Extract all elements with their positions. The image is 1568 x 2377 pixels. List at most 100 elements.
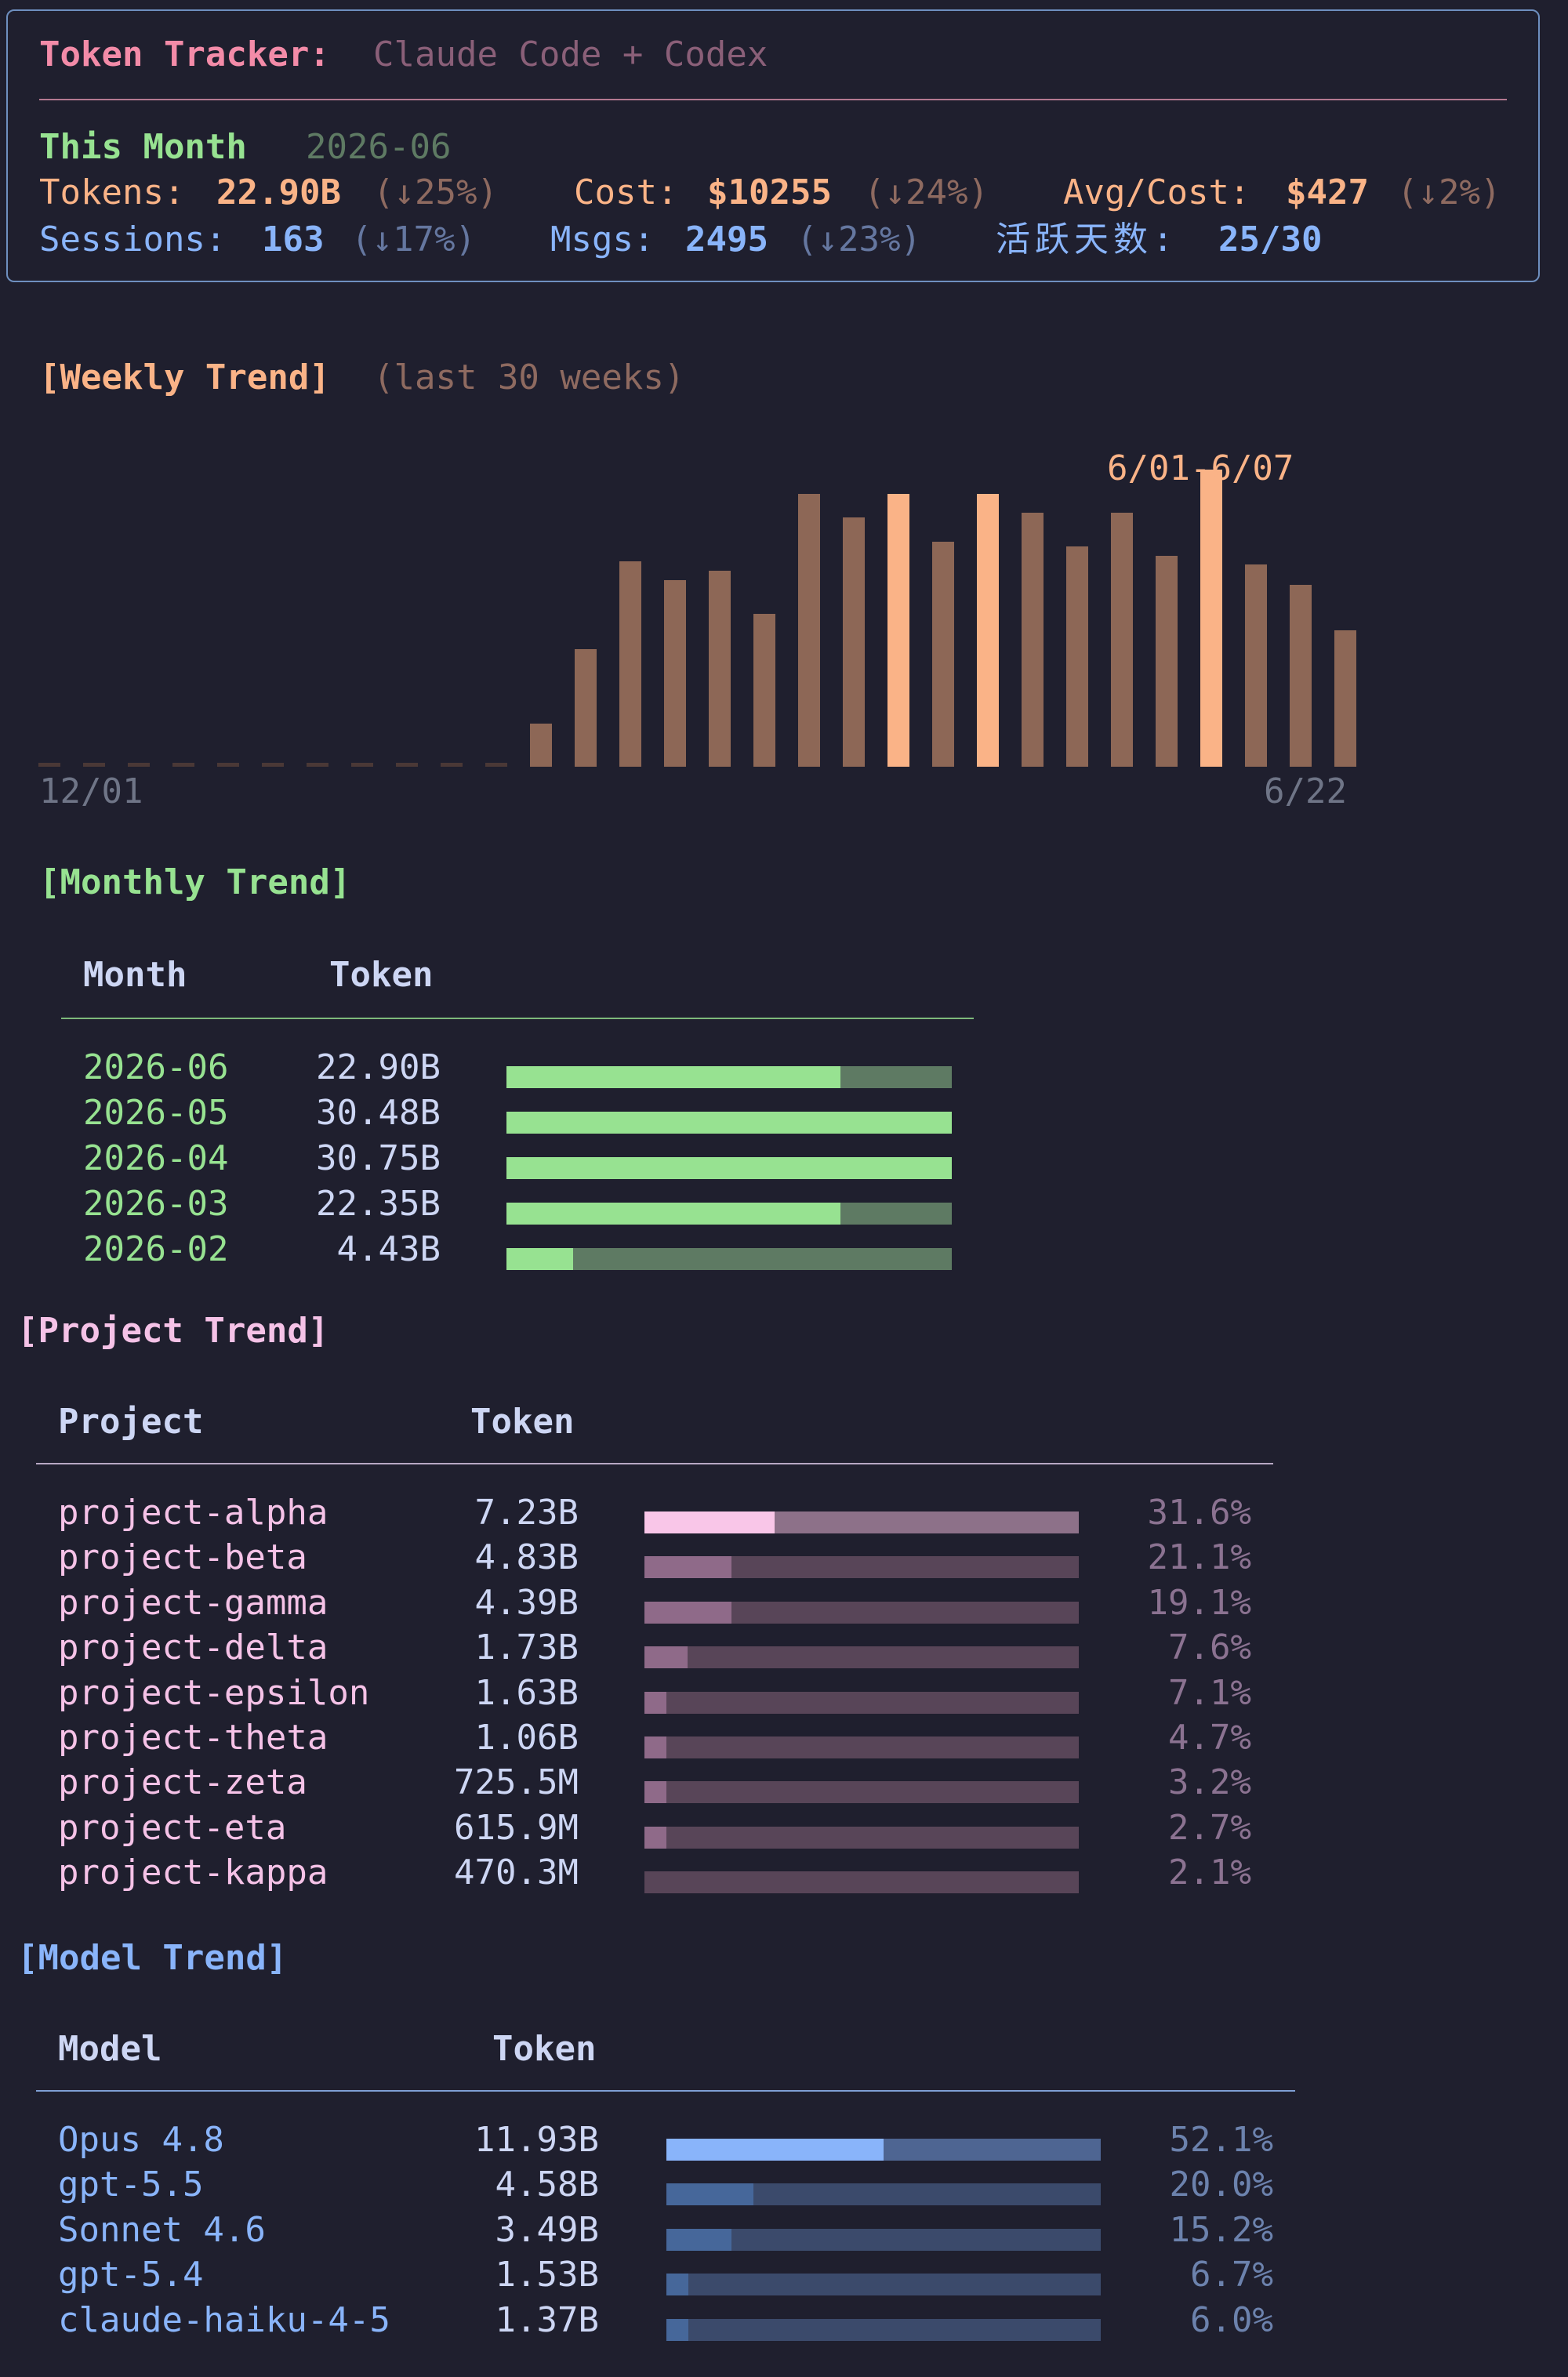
sessions-label: Sessions: [39,220,227,259]
weekly-x-end: 6/22 [1264,771,1347,811]
model-row-percent: 6.0% [1190,2299,1273,2340]
period-value: 2026-06 [306,127,452,167]
weekly-bar [307,763,328,767]
project-row-bar [644,1826,1079,1849]
weekly-subtitle: (last 30 weeks) [373,357,685,397]
project-row-bar [644,1781,1079,1804]
project-row-name: project-delta [58,1628,328,1668]
weekly-bar [262,763,284,767]
weekly-bar [932,542,954,767]
monthly-row-bar-fill [506,1203,840,1225]
avg-cost-label: Avg/Cost: [1063,172,1250,212]
cost-change: (↓24%) [864,172,989,212]
model-row-percent: 15.2% [1169,2209,1273,2250]
project-row-percent: 31.6% [1147,1493,1251,1533]
weekly-bar [530,724,552,767]
project-row-token: 4.83B [474,1537,579,1578]
monthly-row-token: 22.90B [316,1047,441,1087]
weekly-bar [709,571,731,767]
model-row-name: gpt-5.5 [58,2165,204,2205]
model-row-bar [666,2139,1101,2161]
tokens-label: Tokens: [39,172,185,212]
sessions-value: 163 [262,220,325,259]
avg-cost-value: $427 [1286,172,1369,212]
model-row-bar-fill [666,2274,688,2296]
project-col-project: Project [58,1402,204,1442]
model-row-percent: 20.0% [1169,2165,1273,2205]
weekly-bar [485,763,507,767]
monthly-title: [Monthly Trend] [39,862,351,902]
project-row-bar-fill [644,1781,666,1804]
cost-value: $10255 [707,172,832,212]
weekly-bar [172,763,194,767]
monthly-row-token: 22.35B [316,1184,441,1224]
monthly-row-name: 2026-02 [83,1229,229,1269]
model-row-token: 4.58B [495,2165,599,2205]
project-row-bar-fill [644,1826,666,1849]
project-row-percent: 19.1% [1147,1582,1251,1623]
model-row-token: 3.49B [495,2209,599,2250]
model-col-model: Model [58,2029,162,2069]
weekly-bar-highlight [1200,470,1222,767]
project-row-percent: 3.2% [1168,1762,1251,1803]
monthly-row-bar-fill [506,1066,840,1088]
msgs-change: (↓23%) [797,220,921,259]
monthly-row-name: 2026-03 [83,1184,229,1224]
model-row-bar-fill [666,2139,884,2161]
monthly-row-bar-fill [506,1112,952,1134]
project-divider [36,1463,1273,1464]
monthly-row-bar [506,1203,952,1225]
model-row-name: claude-haiku-4-5 [58,2299,390,2340]
project-row-token: 725.5M [454,1762,579,1803]
avg-cost-change: (↓2%) [1397,172,1501,212]
monthly-col-token: Token [329,955,434,995]
weekly-bar [1111,513,1133,767]
project-row-token: 4.39B [474,1582,579,1623]
project-row-name: project-zeta [58,1762,307,1803]
weekly-bar [441,763,463,767]
project-row-percent: 4.7% [1168,1718,1251,1758]
model-row-token: 1.53B [495,2255,599,2295]
project-row-name: project-alpha [58,1493,328,1533]
project-row-bar-fill [644,1601,731,1624]
weekly-bar [798,494,820,767]
project-row-name: project-kappa [58,1853,328,1893]
weekly-bar [1290,585,1312,767]
weekly-x-start: 12/01 [39,771,143,811]
weekly-bar [843,517,865,767]
project-row-bar [644,1511,1079,1533]
cost-label: Cost: [574,172,678,212]
weekly-bar [351,763,373,767]
weekly-bar [38,763,60,767]
weekly-bar [1156,556,1178,767]
msgs-value: 2495 [685,220,768,259]
model-row-bar [666,2228,1101,2251]
monthly-row-name: 2026-05 [83,1093,229,1133]
weekly-bar [664,580,686,767]
project-row-name: project-epsilon [58,1672,370,1713]
monthly-row-bar-fill [506,1248,573,1270]
monthly-row-bar [506,1157,952,1179]
model-row-bar [666,2318,1101,2341]
project-row-percent: 7.1% [1168,1672,1251,1713]
weekly-bar [1022,513,1044,767]
project-row-token: 1.73B [474,1628,579,1668]
weekly-bar [619,561,641,767]
project-row-percent: 2.7% [1168,1807,1251,1848]
app-title: Token Tracker: [39,34,330,74]
app-subtitle: Claude Code + Codex [373,34,768,74]
msgs-label: Msgs: [550,220,655,259]
project-row-token: 470.3M [454,1853,579,1893]
header-divider [39,99,1507,100]
model-row-bar-fill [666,2228,731,2251]
project-col-token: Token [470,1402,575,1442]
project-row-name: project-theta [58,1718,328,1758]
model-row-percent: 6.7% [1190,2255,1273,2295]
model-row-name: gpt-5.4 [58,2255,204,2295]
weekly-bar [575,649,597,767]
weekly-bar [1334,630,1356,767]
period-label: This Month [39,127,247,167]
weekly-bar [83,763,105,767]
tokens-value: 22.90B [216,172,341,212]
project-row-token: 7.23B [474,1493,579,1533]
